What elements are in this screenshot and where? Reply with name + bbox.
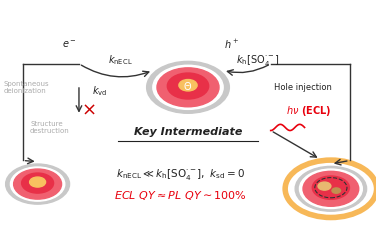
Text: $ECL\ QY \approx PL\ QY \sim 100\%$: $ECL\ QY \approx PL\ QY \sim 100\%$ — [114, 189, 247, 202]
Text: $\Theta$: $\Theta$ — [183, 80, 193, 92]
Circle shape — [303, 171, 359, 206]
Circle shape — [299, 169, 362, 209]
Text: $h\nu$ (ECL): $h\nu$ (ECL) — [286, 104, 331, 118]
Circle shape — [147, 61, 229, 113]
Circle shape — [11, 167, 65, 201]
Circle shape — [153, 65, 223, 110]
Circle shape — [179, 80, 197, 91]
Text: Key Intermediate: Key Intermediate — [134, 127, 242, 137]
Text: $\times$: $\times$ — [81, 101, 96, 119]
Text: $k_{\mathrm{nECL}}$: $k_{\mathrm{nECL}}$ — [108, 53, 133, 67]
Text: $h^+$: $h^+$ — [224, 38, 239, 51]
Text: $e^-$: $e^-$ — [62, 39, 77, 50]
Circle shape — [14, 169, 62, 199]
Circle shape — [312, 176, 349, 199]
Text: $k_{\mathrm{vd}}$: $k_{\mathrm{vd}}$ — [92, 84, 107, 98]
Circle shape — [30, 177, 45, 187]
Circle shape — [157, 68, 219, 107]
Circle shape — [167, 73, 209, 99]
Circle shape — [332, 188, 341, 193]
Circle shape — [295, 166, 367, 211]
Text: $k_{\mathrm{nECL}} \ll k_{\mathrm{h}}[\mathrm{SO}_4^{\cdot-}],\ k_{\mathrm{sd}}=: $k_{\mathrm{nECL}} \ll k_{\mathrm{h}}[\m… — [116, 167, 245, 182]
Circle shape — [22, 173, 53, 193]
Circle shape — [6, 164, 70, 204]
Text: $k_{\mathrm{h}}[\mathrm{SO}_4^{\cdot-}]$: $k_{\mathrm{h}}[\mathrm{SO}_4^{\cdot-}]$ — [236, 53, 279, 68]
Circle shape — [318, 182, 331, 190]
Text: Hole injection: Hole injection — [274, 83, 332, 92]
Text: Structure
destruction: Structure destruction — [30, 121, 70, 134]
Text: Spontaneous
deionization: Spontaneous deionization — [4, 81, 49, 94]
